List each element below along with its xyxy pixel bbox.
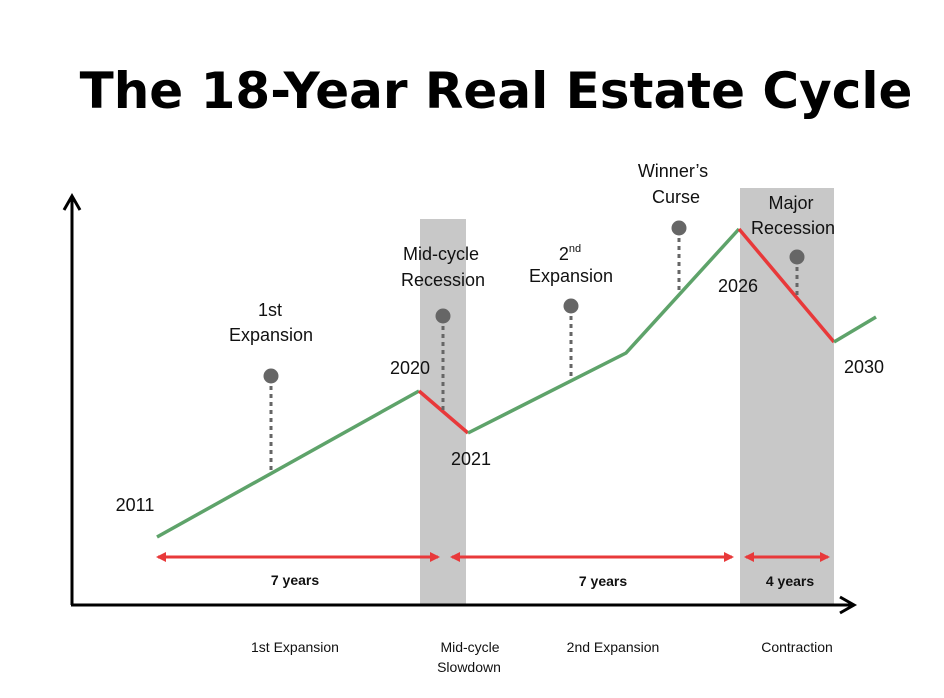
year-2021-label: 2021	[451, 449, 491, 469]
year-2020-label: 2020	[390, 358, 430, 378]
y-axis-arrowhead	[62, 192, 82, 211]
annotation-labels: 1st Expansion Mid-cycle Recession 2nd Ex…	[229, 161, 835, 345]
first-expansion-label-line2: Expansion	[229, 325, 313, 345]
phase-midcycle-slowdown-line2: Slowdown	[437, 659, 501, 675]
second-expansion-label-line2: Expansion	[529, 266, 613, 286]
year-labels: 2011 2020 2021 2026 2030	[116, 276, 884, 515]
phase-second-expansion: 2nd Expansion	[567, 639, 660, 655]
midcycle-recession-label-line1: Mid-cycle	[403, 244, 479, 264]
duration-arrows: 7 years 7 years 4 years	[156, 552, 830, 589]
major-recession-segment	[737, 227, 836, 344]
second-expansion-ordinal: nd	[569, 243, 581, 255]
winners-curse-marker	[671, 220, 687, 236]
duration-label-second: 7 years	[579, 573, 627, 589]
phase-midcycle-slowdown-line1: Mid-cycle	[440, 639, 499, 655]
first-expansion-label-line1: 1st	[258, 300, 282, 320]
major-recession-label-line1: Major	[768, 193, 813, 213]
major-recession-band	[740, 188, 834, 604]
first-expansion-marker	[263, 368, 279, 384]
x-axis-arrowhead	[839, 595, 858, 615]
second-expansion-segment	[467, 227, 741, 435]
diagram-title: The 18-Year Real Estate Cycle	[80, 62, 913, 120]
winners-curse-label-line1: Winner’s	[638, 161, 708, 181]
second-expansion-label-line1: 2nd	[559, 243, 581, 264]
second-expansion-marker	[563, 298, 579, 314]
phase-first-expansion: 1st Expansion	[251, 639, 339, 655]
first-expansion-segment	[156, 389, 420, 539]
midcycle-recession-label-line2: Recession	[401, 270, 485, 290]
annotation-markers	[263, 220, 805, 472]
midcycle-recession-marker	[435, 308, 451, 324]
major-recession-marker	[789, 249, 805, 265]
midcycle-recession-segment	[417, 389, 470, 435]
duration-label-first: 7 years	[271, 572, 319, 588]
year-2011-label: 2011	[116, 495, 155, 515]
phase-labels: 1st Expansion Mid-cycle Slowdown 2nd Exp…	[251, 639, 833, 675]
year-2026-label: 2026	[718, 276, 758, 296]
year-2030-label: 2030	[844, 357, 884, 377]
recovery-segment	[833, 315, 877, 344]
winners-curse-label-line2: Curse	[652, 187, 700, 207]
duration-label-third: 4 years	[766, 573, 814, 589]
second-expansion-number: 2	[559, 244, 569, 264]
axes	[62, 192, 858, 615]
major-recession-label-line2: Recession	[751, 218, 835, 238]
cycle-line	[156, 227, 877, 539]
phase-contraction: Contraction	[761, 639, 833, 655]
